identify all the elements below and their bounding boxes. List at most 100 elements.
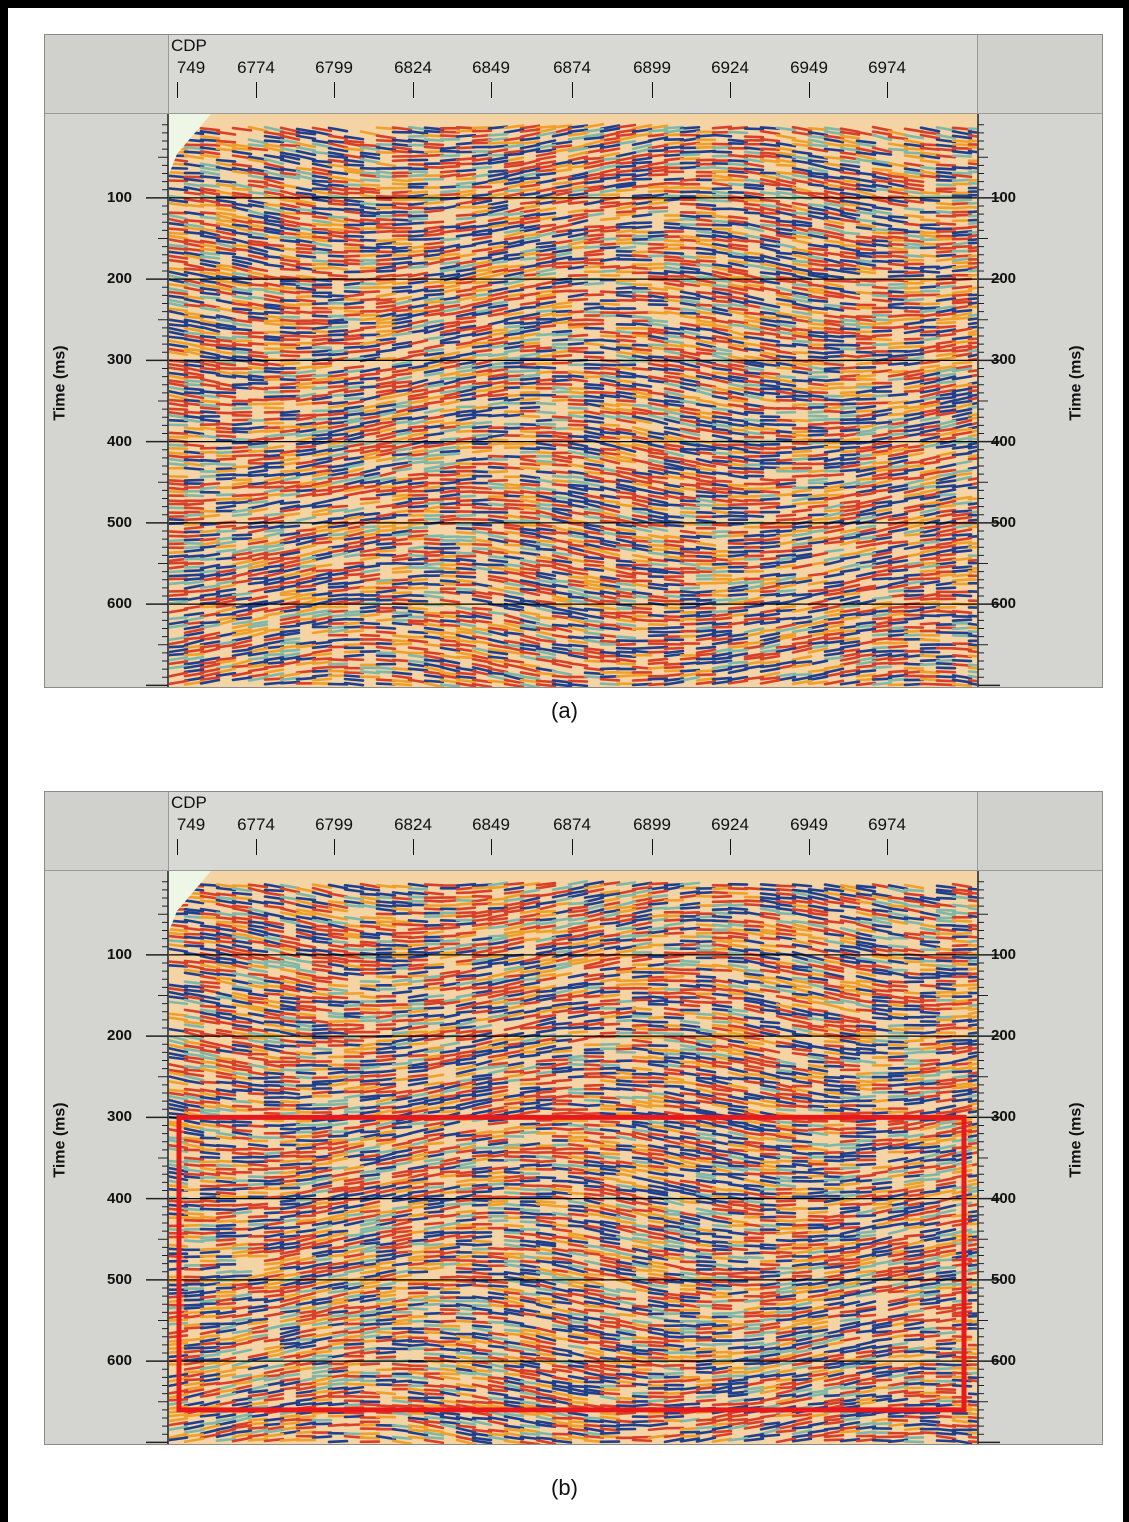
seismic-event	[503, 149, 525, 155]
seismic-event	[967, 166, 977, 170]
seismic-event	[231, 547, 253, 555]
seismic-event	[855, 428, 877, 434]
seismic-event	[839, 289, 861, 295]
seismic-event	[647, 168, 669, 173]
seismic-event	[967, 497, 977, 501]
seismic-event	[855, 479, 877, 486]
seismic-event	[391, 205, 413, 211]
seismic-event	[391, 443, 413, 450]
seismic-event	[647, 128, 669, 133]
seismic-event	[631, 200, 653, 206]
seismic-event	[519, 143, 541, 150]
seismic-event	[343, 411, 365, 417]
seismic-event	[951, 154, 973, 158]
seismic-event	[967, 477, 977, 482]
seismic-event	[759, 391, 781, 396]
seismic-event	[487, 260, 509, 265]
seismic-event	[391, 529, 413, 535]
seismic-event	[471, 239, 493, 246]
time-tick-label-right: 600	[991, 595, 1017, 613]
seismic-event	[663, 363, 685, 369]
seismic-event	[631, 343, 653, 347]
seismic-event	[423, 323, 445, 330]
seismic-event	[359, 333, 381, 337]
seismic-event	[263, 480, 285, 486]
seismic-event	[615, 414, 637, 421]
seismic-event	[855, 139, 877, 145]
seismic-event	[935, 499, 957, 507]
seismic-event	[471, 549, 493, 556]
seismic-event	[455, 457, 477, 463]
seismic-event	[519, 284, 541, 290]
seismic-event	[839, 179, 861, 184]
seismic-event	[759, 379, 781, 384]
seismic-event	[487, 405, 509, 410]
seismic-event	[391, 331, 413, 337]
seismic-event	[519, 227, 541, 233]
seismic-event	[743, 326, 765, 332]
seismic-event	[823, 456, 845, 463]
seismic-event	[839, 449, 861, 454]
seismic-event	[839, 279, 861, 284]
seismic-event	[711, 386, 733, 393]
seismic-event	[743, 379, 765, 385]
seismic-event	[567, 208, 589, 214]
seismic-event	[503, 499, 525, 503]
seismic-event	[535, 559, 557, 564]
seismic-event	[487, 461, 509, 466]
seismic-event	[855, 369, 877, 374]
seismic-event	[791, 253, 813, 261]
seismic-event	[215, 571, 237, 578]
seismic-event	[535, 425, 557, 430]
seismic-event	[839, 246, 861, 253]
seismic-event	[295, 539, 317, 546]
seismic-event	[423, 303, 445, 310]
seismic-event	[263, 551, 285, 557]
seismic-event	[855, 235, 877, 240]
seismic-event	[839, 405, 861, 411]
seismic-event	[423, 145, 445, 150]
seismic-event	[903, 415, 925, 422]
seismic-event	[951, 139, 973, 144]
seismic-event	[551, 329, 573, 334]
seismic-event	[967, 433, 977, 438]
seismic-event	[279, 310, 301, 315]
seismic-event	[263, 211, 285, 217]
seismic-event	[247, 254, 269, 261]
seismic-event	[711, 250, 733, 256]
seismic-event	[295, 471, 317, 477]
seismic-event	[583, 523, 605, 529]
seismic-event	[631, 163, 653, 171]
seismic-event	[839, 374, 861, 378]
seismic-event	[647, 479, 669, 485]
seismic-event	[519, 561, 541, 569]
seismic-event	[551, 316, 573, 322]
seismic-event	[311, 475, 333, 481]
seismic-event	[439, 371, 461, 378]
seismic-event	[631, 290, 653, 294]
seismic-event	[279, 461, 301, 467]
seismic-event	[231, 146, 253, 152]
seismic-event	[551, 320, 573, 325]
seismic-event	[935, 321, 957, 325]
seismic-event	[967, 225, 977, 229]
seismic-event	[727, 470, 749, 475]
seismic-event	[759, 544, 781, 550]
seismic-event	[871, 479, 893, 486]
seismic-event	[903, 266, 925, 271]
seismic-event	[263, 218, 285, 224]
seismic-event	[935, 455, 957, 462]
seismic-event	[375, 380, 397, 386]
seismic-event	[487, 388, 509, 394]
seismic-event	[583, 486, 605, 492]
seismic-event	[407, 319, 429, 326]
seismic-event	[871, 197, 893, 204]
seismic-event	[647, 398, 669, 404]
seismic-event	[519, 482, 541, 487]
seismic-event	[567, 131, 589, 137]
seismic-event	[695, 238, 717, 242]
seismic-event	[823, 319, 845, 324]
seismic-event	[807, 251, 829, 257]
seismic-event	[247, 496, 269, 502]
seismic-event	[919, 488, 941, 495]
